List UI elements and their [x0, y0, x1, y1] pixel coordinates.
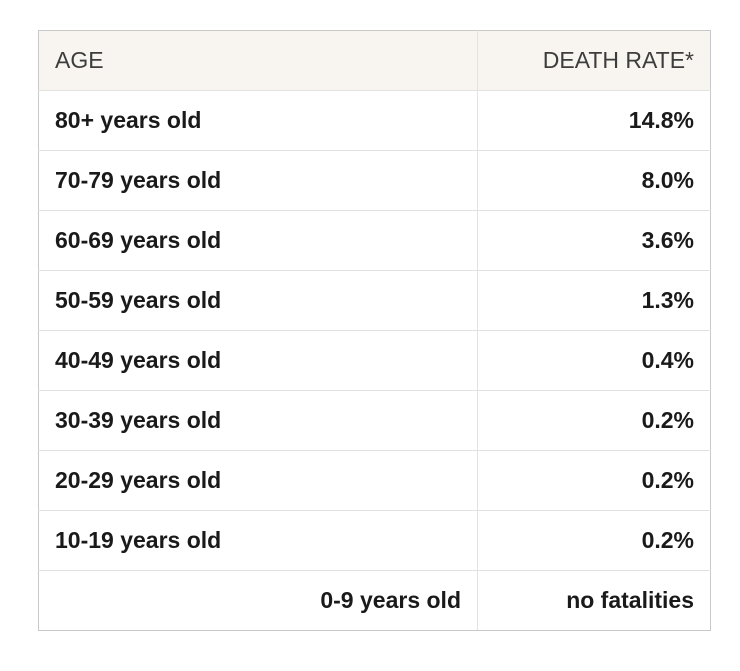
death-rate-cell: 3.6%	[477, 210, 711, 271]
table-row: 20-29 years old 0.2%	[38, 450, 711, 511]
table-row: 50-59 years old 1.3%	[38, 270, 711, 331]
death-rate-cell: no fatalities	[477, 570, 711, 631]
death-rate-cell: 14.8%	[477, 90, 711, 151]
age-cell: 20-29 years old	[38, 450, 478, 511]
table-row: 40-49 years old 0.4%	[38, 330, 711, 391]
age-column-header: AGE	[38, 30, 478, 91]
table-row: 30-39 years old 0.2%	[38, 390, 711, 451]
table-row: 0-9 years old no fatalities	[38, 570, 711, 631]
death-rate-cell: 0.2%	[477, 510, 711, 571]
age-cell: 10-19 years old	[38, 510, 478, 571]
death-rate-by-age-table: AGE DEATH RATE* 80+ years old 14.8% 70-7…	[38, 30, 711, 631]
age-cell: 30-39 years old	[38, 390, 478, 451]
death-rate-cell: 8.0%	[477, 150, 711, 211]
death-rate-cell: 0.2%	[477, 390, 711, 451]
age-cell: 0-9 years old	[38, 570, 478, 631]
death-rate-column-header: DEATH RATE*	[477, 30, 711, 91]
death-rate-cell: 1.3%	[477, 270, 711, 331]
age-cell: 50-59 years old	[38, 270, 478, 331]
table-header-row: AGE DEATH RATE*	[38, 30, 711, 91]
age-cell: 70-79 years old	[38, 150, 478, 211]
age-cell: 80+ years old	[38, 90, 478, 151]
death-rate-cell: 0.4%	[477, 330, 711, 391]
table-row: 60-69 years old 3.6%	[38, 210, 711, 271]
age-cell: 60-69 years old	[38, 210, 478, 271]
table-row: 80+ years old 14.8%	[38, 90, 711, 151]
death-rate-cell: 0.2%	[477, 450, 711, 511]
age-cell: 40-49 years old	[38, 330, 478, 391]
table-row: 70-79 years old 8.0%	[38, 150, 711, 211]
table-row: 10-19 years old 0.2%	[38, 510, 711, 571]
